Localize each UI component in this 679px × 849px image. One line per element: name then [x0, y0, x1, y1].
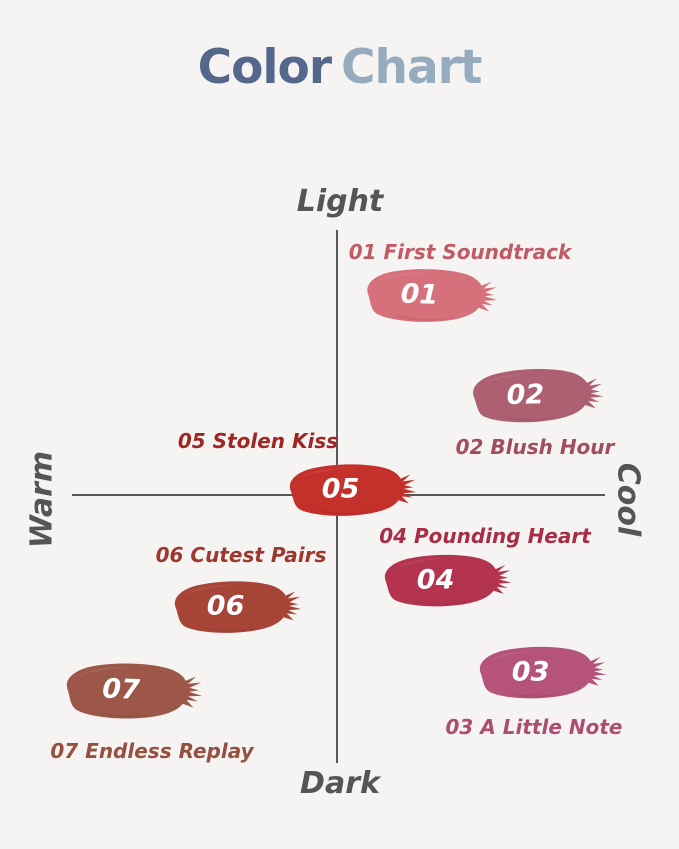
- swatch-05-stolen-kiss: 05: [279, 454, 419, 527]
- swatch-07-endless-replay: 07: [54, 651, 207, 731]
- swatch-number-06: 06: [206, 590, 245, 622]
- swatch-02-blush-hour: 02: [461, 361, 606, 432]
- swatch-number-04: 04: [416, 564, 455, 596]
- shade-label-05: 05 Stolen Kiss: [177, 429, 339, 453]
- swatch-number-01: 01: [400, 278, 439, 311]
- title-word-color: Color: [197, 40, 332, 95]
- swatch-01-first-soundtrack: 01: [355, 259, 501, 334]
- axis-label-warm: Warm: [24, 450, 60, 549]
- page-title: Color Chart: [0, 40, 679, 95]
- swatch-03-a-little-note: 03: [469, 639, 609, 707]
- swatch-number-05: 05: [321, 473, 360, 505]
- swatch-number-07: 07: [101, 673, 141, 706]
- swatch-number-02: 02: [506, 378, 545, 411]
- shade-label-03: 03 A Little Note: [445, 715, 623, 739]
- swatch-04-pounding-heart: 04: [374, 548, 514, 614]
- shade-label-06: 06 Cutest Pairs: [155, 543, 327, 567]
- swatch-number-03: 03: [511, 656, 550, 688]
- shade-label-07: 07 Endless Replay: [50, 739, 254, 763]
- axis-label-light: Light: [296, 184, 384, 219]
- shade-label-02: 02 Blush Hour: [455, 435, 615, 459]
- title-word-chart: Chart: [341, 40, 482, 95]
- shade-label-04: 04 Pounding Heart: [379, 524, 591, 548]
- shade-label-01: 01 First Soundtrack: [348, 240, 572, 264]
- axis-label-dark: Dark: [300, 766, 380, 801]
- swatch-06-cutest-pairs: 06: [164, 571, 304, 644]
